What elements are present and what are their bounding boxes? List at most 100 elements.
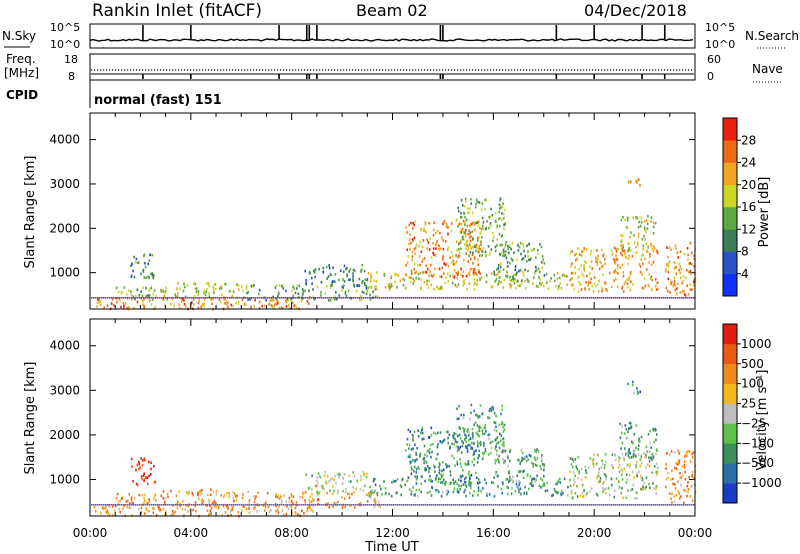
echo-cell — [677, 490, 680, 493]
echo-cell — [315, 484, 318, 488]
echo-cell — [329, 299, 332, 302]
ground-band-cell — [565, 504, 567, 506]
echo-cell — [409, 238, 411, 241]
echo-cell — [590, 260, 593, 263]
echo-cell — [265, 298, 267, 302]
ground-band-cell — [267, 504, 269, 506]
echo-cell — [410, 468, 413, 471]
echo-cell — [454, 437, 456, 441]
echo-cell — [628, 451, 630, 454]
echo-cell — [610, 477, 613, 481]
ground-band-cell — [661, 504, 663, 506]
ground-band-cell — [121, 297, 123, 299]
echo-cell — [547, 287, 550, 290]
echo-cell — [535, 284, 538, 288]
ground-band-cell — [231, 504, 233, 506]
echo-cell — [233, 499, 235, 503]
echo-cell — [589, 281, 592, 284]
ground-band-cell — [299, 504, 301, 506]
colorbar-swatch — [723, 363, 737, 384]
echo-cell — [466, 224, 469, 228]
ground-band-cell — [177, 504, 179, 506]
echo-cell — [396, 491, 398, 494]
ground-band-cell — [303, 297, 305, 299]
ground-band-cell — [603, 297, 605, 299]
echo-cell — [258, 504, 260, 507]
echo-cell — [351, 492, 353, 496]
echo-cell — [690, 251, 693, 255]
echo-cell — [292, 495, 295, 498]
echo-cell — [145, 476, 147, 479]
echo-cell — [376, 493, 379, 497]
noise-ytick-top: 10^5 — [50, 21, 80, 34]
ytick-label: 4000 — [49, 133, 80, 147]
echo-cell — [426, 449, 429, 453]
echo-cell — [483, 426, 485, 429]
echo-cell — [460, 222, 463, 226]
echo-cell — [258, 307, 261, 310]
echo-cell — [191, 301, 193, 304]
echo-cell — [592, 458, 595, 461]
ground-band-cell — [139, 297, 141, 299]
echo-cell — [479, 426, 482, 429]
ground-band-cell — [133, 504, 135, 506]
ground-band-cell — [291, 297, 293, 299]
echo-cell — [621, 478, 624, 481]
echo-cell — [512, 475, 514, 479]
echo-cell — [208, 498, 210, 502]
echo-cell — [154, 305, 157, 308]
echo-cell — [578, 253, 581, 256]
echo-cell — [164, 497, 166, 500]
ground-band-cell — [675, 297, 677, 299]
echo-cell — [531, 480, 533, 483]
echo-cell — [590, 277, 592, 281]
echo-cell — [275, 297, 278, 301]
echo-cell — [598, 267, 601, 271]
echo-cell — [613, 246, 616, 249]
echo-cell — [474, 205, 477, 209]
echo-cell — [503, 252, 505, 255]
echo-cell — [359, 501, 362, 505]
echo-cell — [571, 458, 574, 461]
echo-cell — [648, 465, 651, 468]
echo-cell — [152, 274, 155, 277]
echo-cell — [534, 463, 537, 467]
echo-cell — [602, 490, 604, 494]
echo-cell — [326, 482, 328, 485]
echo-cell — [96, 301, 99, 305]
echo-cell — [562, 491, 564, 495]
echo-cell — [232, 491, 234, 494]
echo-cell — [540, 467, 542, 471]
ground-band-cell — [411, 297, 413, 299]
echo-cell — [381, 493, 383, 496]
ground-band-cell — [353, 297, 355, 299]
echo-cell — [490, 446, 493, 450]
echo-cell — [615, 254, 617, 258]
echo-cell — [586, 492, 588, 495]
echo-cell — [126, 505, 129, 509]
ground-band-cell — [527, 504, 529, 506]
ground-band-cell — [639, 504, 641, 506]
echo-cell — [150, 461, 152, 464]
echo-cell — [246, 291, 248, 295]
echo-cell — [447, 430, 449, 434]
ground-band-cell — [469, 297, 471, 299]
echo-cell — [461, 227, 464, 231]
ground-band-cell — [183, 504, 185, 506]
echo-cell — [467, 245, 470, 249]
echo-cell — [609, 271, 611, 275]
echo-cell — [616, 270, 618, 274]
echo-cell — [151, 298, 154, 301]
echo-cell — [390, 282, 392, 286]
colorbar-tick-label: −1000 — [741, 476, 782, 490]
echo-cell — [388, 283, 391, 287]
echo-cell — [424, 459, 426, 462]
echo-cell — [487, 433, 490, 437]
echo-cell — [541, 462, 544, 466]
echo-cell — [276, 284, 278, 287]
echo-cell — [343, 284, 345, 287]
echo-cell — [301, 496, 304, 499]
ground-band-cell — [443, 504, 445, 506]
echo-cell — [147, 275, 149, 279]
echo-cell — [128, 506, 131, 510]
